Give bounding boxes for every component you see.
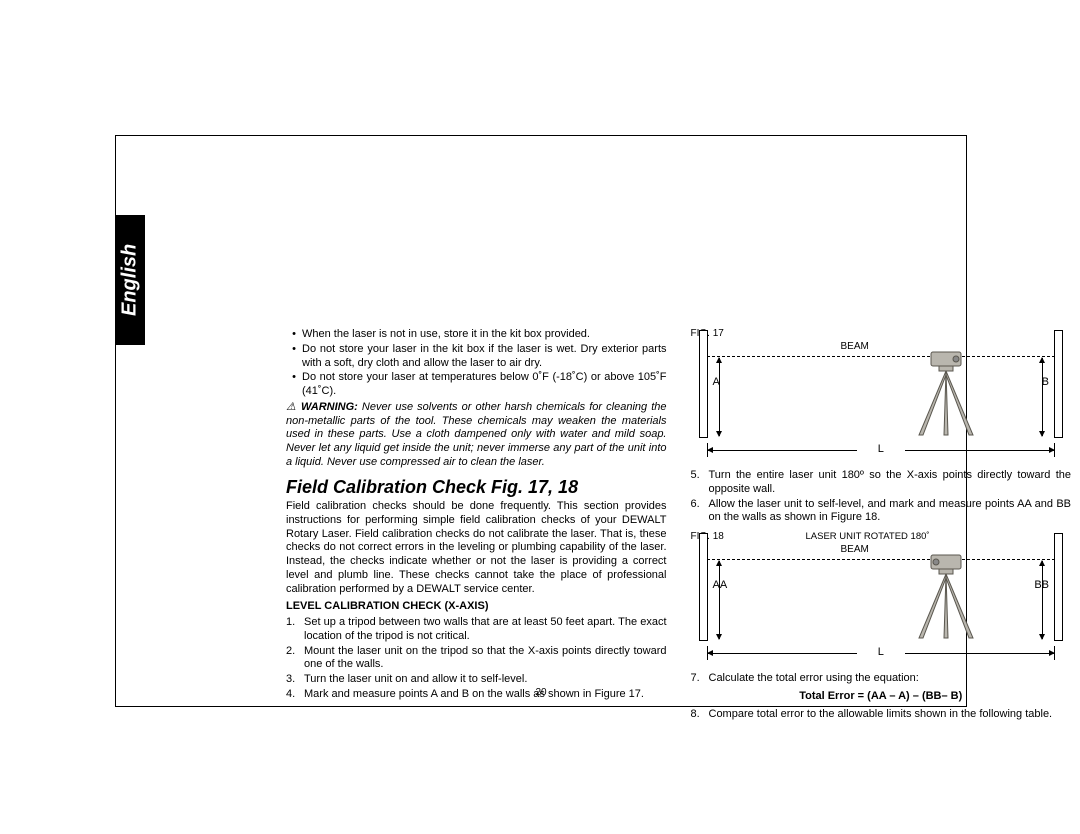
step-text: Mount the laser unit on the tripod so th…	[304, 645, 667, 673]
step-item: 5. Turn the entire laser unit 180º so th…	[691, 469, 1072, 497]
figure-17: FIG. 17 BEAM A B	[691, 328, 1072, 463]
step-item: 3. Turn the laser unit on and allow it t…	[286, 673, 667, 687]
page-number: 20	[535, 687, 546, 698]
step-number: 5.	[691, 469, 709, 497]
step-text: Allow the laser unit to self-level, and …	[709, 498, 1072, 526]
bullet-item: • When the laser is not in use, store it…	[286, 328, 667, 342]
step-number: 6.	[691, 498, 709, 526]
language-tab: English	[115, 215, 145, 345]
wall-right	[1054, 533, 1063, 641]
warning-block: ⚠ WARNING: Never use solvents or other h…	[286, 401, 667, 470]
wall-right	[1054, 330, 1063, 438]
point-label-a: A	[713, 376, 720, 390]
warning-label: WARNING:	[301, 401, 358, 413]
formula: Total Error = (AA – A) – (BB– B)	[691, 690, 1072, 704]
step-number: 3.	[286, 673, 304, 687]
arrow-vertical	[719, 561, 720, 639]
bullet-dot: •	[286, 343, 302, 371]
step-text: Turn the laser unit on and allow it to s…	[304, 673, 667, 687]
step-number: 1.	[286, 616, 304, 644]
bullet-text: When the laser is not in use, store it i…	[302, 328, 667, 342]
beam-label: BEAM	[841, 544, 869, 557]
step-item: 2. Mount the laser unit on the tripod so…	[286, 645, 667, 673]
section-title: Field Calibration Check Fig. 17, 18	[286, 476, 667, 499]
left-column: • When the laser is not in use, store it…	[286, 328, 667, 722]
step-text: Mark and measure points A and B on the w…	[304, 688, 667, 702]
dimension-label: L	[878, 443, 884, 457]
figure-18: FIG. 18 LASER UNIT ROTATED 180˚ BEAM AA …	[691, 531, 1072, 666]
beam-line	[707, 559, 1056, 560]
bullet-dot: •	[286, 371, 302, 399]
arrow-vertical	[1042, 561, 1043, 639]
step-number: 7.	[691, 672, 709, 686]
bullet-dot: •	[286, 328, 302, 342]
point-label-bb: BB	[1034, 579, 1049, 593]
warning-icon: ⚠	[286, 401, 297, 413]
wall-left	[699, 533, 708, 641]
step-item: 8. Compare total error to the allowable …	[691, 708, 1072, 722]
point-label-aa: AA	[713, 579, 728, 593]
step-item: 7. Calculate the total error using the e…	[691, 672, 1072, 686]
step-item: 6. Allow the laser unit to self-level, a…	[691, 498, 1072, 526]
tripod-icon	[901, 553, 991, 644]
dimension-line: L	[707, 448, 1056, 458]
step-item: 1. Set up a tripod between two walls tha…	[286, 616, 667, 644]
step-number: 2.	[286, 645, 304, 673]
arrow-vertical	[719, 358, 720, 436]
point-label-b: B	[1042, 376, 1049, 390]
tripod-icon	[901, 350, 991, 441]
step-text: Set up a tripod between two walls that a…	[304, 616, 667, 644]
sub-heading: LEVEL CALIBRATION CHECK (X-AXIS)	[286, 600, 667, 614]
arrow-vertical	[1042, 358, 1043, 436]
step-text: Compare total error to the allowable lim…	[709, 708, 1072, 722]
wall-left	[699, 330, 708, 438]
intro-paragraph: Field calibration checks should be done …	[286, 500, 667, 596]
step-text: Turn the entire laser unit 180º so the X…	[709, 469, 1072, 497]
bullet-text: Do not store your laser in the kit box i…	[302, 343, 667, 371]
right-column: FIG. 17 BEAM A B	[691, 328, 1072, 722]
beam-label: BEAM	[841, 341, 869, 354]
step-number: 8.	[691, 708, 709, 722]
step-item: 4. Mark and measure points A and B on th…	[286, 688, 667, 702]
beam-line	[707, 356, 1056, 357]
rotation-label: LASER UNIT ROTATED 180˚	[806, 531, 930, 543]
step-text: Calculate the total error using the equa…	[709, 672, 1072, 686]
dimension-line: L	[707, 651, 1056, 661]
dimension-label: L	[878, 646, 884, 660]
bullet-text: Do not store your laser at temperatures …	[302, 371, 667, 399]
bullet-item: • Do not store your laser in the kit box…	[286, 343, 667, 371]
step-number: 4.	[286, 688, 304, 702]
bullet-item: • Do not store your laser at temperature…	[286, 371, 667, 399]
